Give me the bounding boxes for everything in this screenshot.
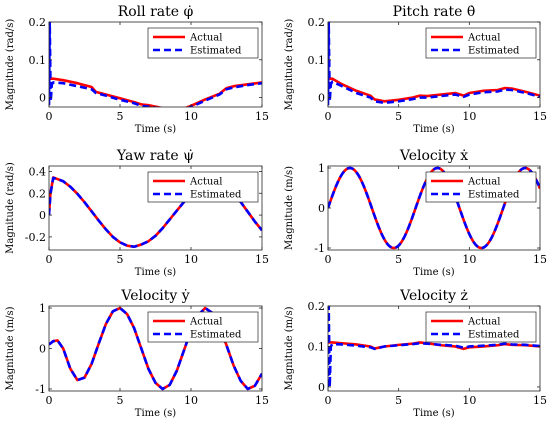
chart-title: Velocity ẋ — [399, 148, 468, 164]
series-line-estimated — [49, 22, 262, 107]
y-tick-label: 0.1 — [308, 340, 326, 353]
x-axis-label: Time (s) — [135, 267, 176, 278]
legend-label-actual: Actual — [467, 317, 500, 328]
x-tick-label: 5 — [395, 110, 402, 123]
y-tick-label: 0 — [318, 381, 325, 394]
legend-label-estimated: Estimated — [190, 46, 242, 57]
legend-label-estimated: Estimated — [468, 190, 520, 201]
chart-title: Velocity ẏ — [120, 288, 189, 304]
y-tick-label: 0.4 — [29, 165, 47, 178]
chart-title: Roll rate φ̇ — [118, 4, 194, 20]
x-tick-label: 10 — [462, 110, 476, 123]
chart-title: Yaw rate ψ̇ — [116, 148, 194, 164]
y-tick-label: -0.2 — [25, 231, 46, 244]
legend-label-actual: Actual — [467, 33, 500, 44]
x-tick-label: 15 — [533, 253, 547, 266]
legend-label-actual: Actual — [189, 33, 222, 44]
legend-label-actual: Actual — [467, 177, 500, 188]
x-axis-label: Time (s) — [413, 124, 454, 135]
x-tick-label: 10 — [184, 394, 198, 407]
y-axis-label: Magnitude (rad/s) — [5, 162, 16, 254]
legend-label-estimated: Estimated — [468, 46, 520, 57]
legend-box — [425, 311, 537, 343]
x-axis-label: Time (s) — [413, 408, 454, 419]
legend-box — [425, 27, 537, 59]
y-tick-label: 0 — [39, 92, 46, 105]
axes-box — [327, 21, 541, 108]
y-tick-label: -1 — [314, 242, 325, 255]
series-line-estimated — [328, 22, 540, 106]
x-tick-label: 5 — [395, 253, 402, 266]
x-tick-label: 5 — [395, 394, 402, 407]
legend-box — [147, 311, 259, 343]
x-tick-label: 0 — [325, 110, 332, 123]
chart-panel-2: 0 5 10 15 0 0.1 0.2 Time (s) Magnitude (rad/s) Pi… — [284, 4, 547, 135]
legend-box — [147, 27, 259, 59]
y-axis-label: Magnitude (m/s) — [284, 306, 295, 390]
series-line-estimated — [328, 306, 540, 389]
legend-label-estimated: Estimated — [190, 330, 242, 341]
y-tick-label: 0 — [318, 92, 325, 105]
x-axis-label: Time (s) — [135, 124, 176, 135]
y-axis-label: Magnitude (m/s) — [284, 166, 295, 250]
x-tick-label: 5 — [117, 253, 124, 266]
series-line-estimated — [328, 166, 540, 250]
y-tick-label: 0.1 — [29, 54, 47, 67]
legend-box — [425, 171, 537, 203]
chart-title: Pitch rate θ̇ — [393, 4, 476, 20]
y-axis-label: Magnitude (rad/s) — [284, 19, 295, 111]
y-tick-label: 0.2 — [29, 16, 47, 29]
series-line-actual — [328, 77, 540, 103]
y-tick-label: 0.1 — [308, 54, 326, 67]
legend-label-estimated: Estimated — [468, 330, 520, 341]
chart-panel-6: 0 5 10 15 0 0.1 0.2 Time (s) Magnitude (m/s) Velo… — [284, 288, 547, 419]
chart-panel-1: 0 5 10 15 0 0.1 0.2 Time (s) Magnitude (rad/s) Ro… — [5, 4, 269, 135]
y-tick-label: 1 — [318, 162, 325, 175]
legend-box — [147, 171, 259, 203]
legend-label-actual: Actual — [189, 177, 222, 188]
x-tick-label: 15 — [255, 394, 269, 407]
series-line-actual — [49, 77, 262, 107]
x-tick-label: 15 — [255, 110, 269, 123]
y-tick-label: 0.2 — [308, 16, 326, 29]
y-tick-label: 0 — [318, 202, 325, 215]
y-tick-label: 0 — [39, 343, 46, 356]
x-tick-label: 0 — [46, 253, 53, 266]
y-tick-label: -1 — [35, 383, 46, 396]
x-tick-label: 0 — [46, 394, 53, 407]
axes-box — [327, 305, 541, 392]
x-tick-label: 10 — [462, 253, 476, 266]
x-tick-label: 15 — [533, 110, 547, 123]
y-tick-label: 0 — [39, 209, 46, 222]
axes-box — [48, 21, 263, 108]
x-tick-label: 15 — [255, 253, 269, 266]
x-axis-label: Time (s) — [413, 267, 454, 278]
x-tick-label: 10 — [184, 253, 198, 266]
chart-title: Velocity ż — [399, 288, 468, 304]
x-tick-label: 0 — [325, 394, 332, 407]
y-tick-label: 0.2 — [308, 300, 326, 313]
legend-label-estimated: Estimated — [190, 190, 242, 201]
x-tick-label: 5 — [117, 394, 124, 407]
x-tick-label: 5 — [117, 110, 124, 123]
x-tick-label: 0 — [325, 253, 332, 266]
x-tick-label: 10 — [184, 110, 198, 123]
x-tick-label: 15 — [533, 394, 547, 407]
legend-label-actual: Actual — [189, 317, 222, 328]
y-axis-label: Magnitude (m/s) — [5, 306, 16, 390]
x-axis-label: Time (s) — [135, 408, 176, 419]
x-tick-label: 10 — [462, 394, 476, 407]
y-tick-label: 0.2 — [29, 187, 47, 200]
y-tick-label: 1 — [39, 302, 46, 315]
y-axis-label: Magnitude (rad/s) — [5, 19, 16, 111]
axes-box — [48, 165, 263, 251]
x-tick-label: 0 — [46, 110, 53, 123]
